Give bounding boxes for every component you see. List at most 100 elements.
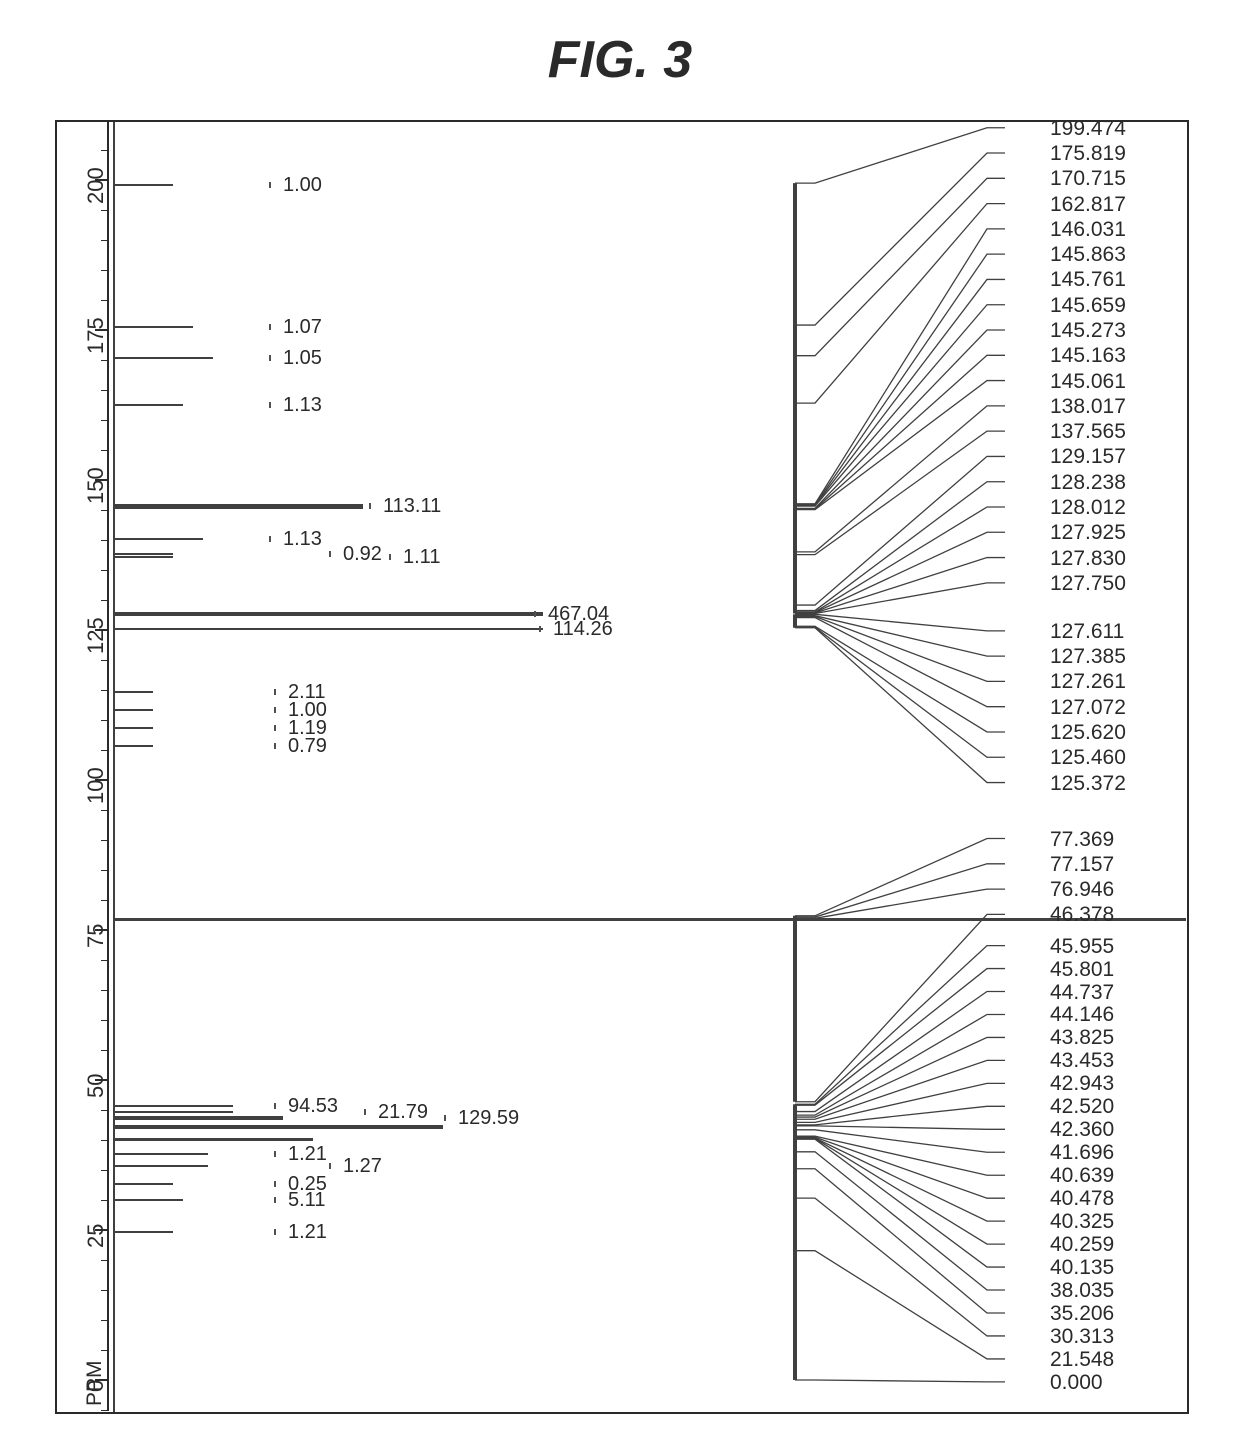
peak-label-tick (269, 324, 277, 330)
peak-ppm-value: 21.548 (1050, 1348, 1114, 1372)
peak-ppm-value: 30.313 (1050, 1325, 1114, 1349)
spectrum-peak (113, 745, 153, 747)
axis-tick-label: 75 (83, 924, 109, 948)
peak-ppm-value: 43.825 (1050, 1026, 1114, 1050)
peak-label-tick (274, 1181, 282, 1187)
spectrum-peak (113, 1153, 208, 1155)
spectrum-peak (113, 1183, 173, 1185)
axis-label: PPM (83, 1360, 107, 1406)
spectrum-peak (113, 1231, 173, 1233)
peak-label-tick (274, 689, 282, 695)
y-axis: 2001751501251007550250 (55, 120, 105, 1410)
spectrum-peak (113, 727, 153, 729)
peak-ppm-value: 46.378 (1050, 903, 1114, 927)
axis-tick-label: 125 (83, 617, 109, 654)
peak-integral-label: 5.11 (288, 1189, 325, 1212)
peak-ppm-value: 162.817 (1050, 193, 1126, 217)
peak-ppm-value: 145.061 (1050, 370, 1126, 394)
peak-ppm-value: 125.460 (1050, 746, 1126, 770)
peak-ppm-value: 127.750 (1050, 572, 1126, 596)
peak-ppm-value: 127.611 (1050, 620, 1124, 644)
spectrum-peak (113, 357, 213, 359)
peak-ppm-value: 40.325 (1050, 1210, 1114, 1234)
spectrum-peak (113, 691, 153, 693)
peak-ppm-value: 44.737 (1050, 981, 1114, 1005)
peak-label-tick (274, 1197, 282, 1203)
peak-label-tick (269, 355, 277, 361)
peak-ppm-value: 145.659 (1050, 294, 1126, 318)
peak-ppm-value: 127.072 (1050, 696, 1126, 720)
peak-ppm-value: 127.385 (1050, 645, 1126, 669)
peak-integral-label: 1.11 (403, 546, 440, 569)
peak-ppm-value: 77.369 (1050, 828, 1114, 852)
peak-ppm-value: 42.943 (1050, 1072, 1114, 1096)
peak-ppm-value: 38.035 (1050, 1279, 1114, 1303)
axis-tick-label: 50 (83, 1074, 109, 1098)
spectrum-peak (113, 1165, 208, 1167)
peak-label-tick (274, 707, 282, 713)
axis-tick-label: 150 (83, 467, 109, 504)
peak-label-tick (369, 503, 377, 509)
peak-ppm-value: 45.955 (1050, 935, 1114, 959)
peak-label-tick (269, 536, 277, 542)
peak-ppm-value: 129.157 (1050, 445, 1126, 469)
peak-ppm-value: 128.012 (1050, 496, 1126, 520)
spectrum-peak (113, 404, 183, 406)
peak-label-tick (329, 551, 337, 557)
peak-integral-label: 1.21 (288, 1143, 327, 1166)
peak-ppm-value: 137.565 (1050, 420, 1126, 444)
peak-integral-label: 113.11 (383, 495, 441, 518)
axis-tick-label: 200 (83, 167, 109, 204)
peak-integral-label: 21.79 (378, 1101, 428, 1124)
peak-ppm-value: 127.925 (1050, 521, 1126, 545)
peak-ppm-value: 40.259 (1050, 1233, 1114, 1257)
peak-label-tick (444, 1115, 452, 1121)
peak-ppm-value: 146.031 (1050, 218, 1126, 242)
spectrum-peak (113, 553, 173, 555)
peak-ppm-value: 76.946 (1050, 878, 1114, 902)
spectrum-peak (113, 504, 363, 509)
peak-label-tick (274, 743, 282, 749)
spectrum-peak (113, 326, 193, 328)
peak-ppm-value: 41.696 (1050, 1141, 1114, 1165)
peak-integral-label: 94.53 (288, 1095, 338, 1118)
peak-value-list: 199.474175.819170.715162.817146.031145.8… (840, 120, 1220, 1410)
axis-tick-label: 25 (83, 1224, 109, 1248)
peak-ppm-value: 170.715 (1050, 167, 1126, 191)
peak-label-tick (274, 725, 282, 731)
peak-ppm-value: 45.801 (1050, 958, 1114, 982)
peak-label-tick (389, 554, 397, 560)
peak-ppm-value: 145.863 (1050, 243, 1126, 267)
spectrum-peak (113, 1111, 233, 1113)
peak-ppm-value: 175.819 (1050, 142, 1126, 166)
peak-label-tick (329, 1163, 337, 1169)
axis-tick-label: 175 (83, 317, 109, 354)
peak-ppm-value: 145.273 (1050, 319, 1126, 343)
spectrum-baseline (113, 122, 115, 1412)
spectrum-peak (113, 1116, 283, 1120)
peak-label-tick (274, 1229, 282, 1235)
peak-integral-label: 0.92 (343, 543, 382, 566)
spectrum-peak (113, 1199, 183, 1201)
peak-label-tick (274, 1151, 282, 1157)
peak-ppm-value: 35.206 (1050, 1302, 1114, 1326)
peak-integral-label: 1.21 (288, 1221, 327, 1244)
peak-ppm-value: 77.157 (1050, 853, 1114, 877)
peak-integral-label: 1.13 (283, 528, 322, 551)
peak-integral-label: 1.27 (343, 1155, 382, 1178)
peak-integral-label: 1.05 (283, 347, 322, 370)
peak-ppm-value: 125.620 (1050, 721, 1126, 745)
peak-ppm-value: 44.146 (1050, 1003, 1114, 1027)
peak-ppm-value: 43.453 (1050, 1049, 1114, 1073)
peak-ppm-value: 40.478 (1050, 1187, 1114, 1211)
spectrum-peak (113, 1138, 313, 1141)
peak-label-tick (274, 1103, 282, 1109)
peak-label-tick (534, 611, 542, 617)
peak-ppm-value: 145.163 (1050, 344, 1126, 368)
spectrum-peak (113, 538, 203, 540)
spectrum-peak (113, 709, 153, 711)
peak-ppm-value: 145.761 (1050, 268, 1126, 292)
peak-ppm-value: 42.520 (1050, 1095, 1114, 1119)
peak-label-tick (269, 182, 277, 188)
peak-ppm-value: 199.474 (1050, 117, 1126, 141)
